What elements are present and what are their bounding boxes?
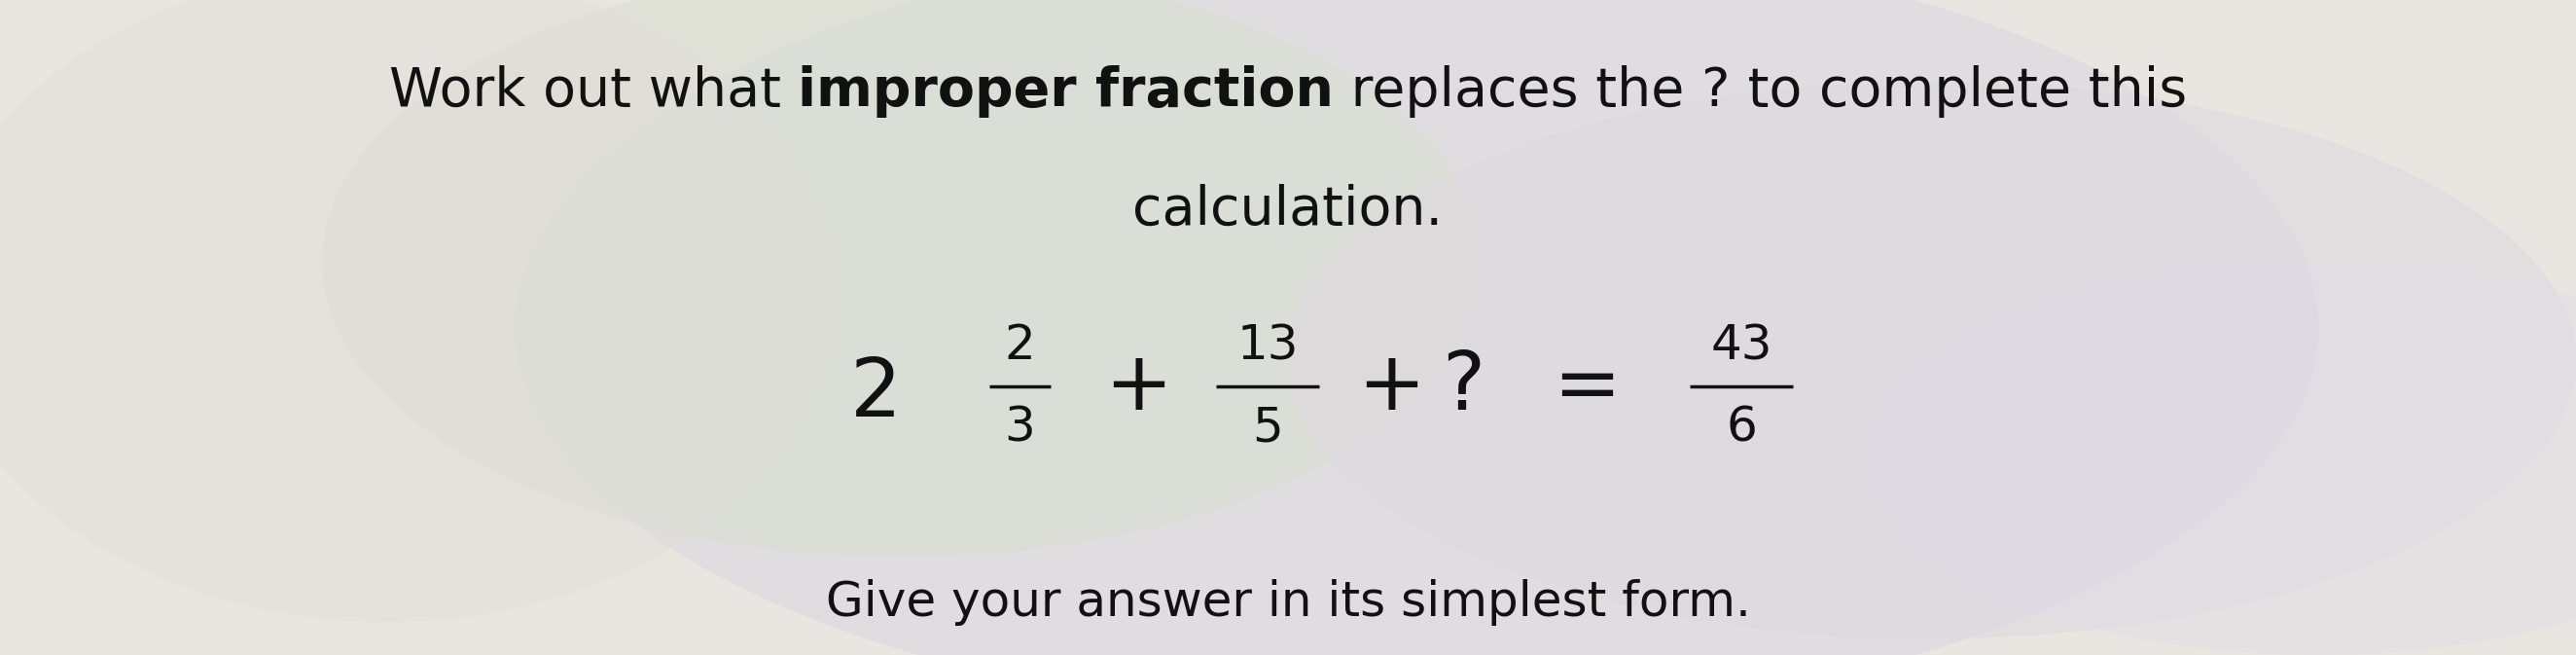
Text: to complete this: to complete this xyxy=(1731,66,2187,118)
Text: 2: 2 xyxy=(1005,322,1036,369)
Text: ?: ? xyxy=(1443,347,1484,426)
Ellipse shape xyxy=(0,0,837,622)
Text: 43: 43 xyxy=(1710,322,1772,369)
Text: 6: 6 xyxy=(1726,404,1757,451)
Text: Work out what: Work out what xyxy=(389,66,799,118)
Ellipse shape xyxy=(515,0,2318,655)
Text: +: + xyxy=(1358,347,1425,426)
Text: replaces the: replaces the xyxy=(1334,66,1703,118)
Text: improper fraction: improper fraction xyxy=(799,66,1334,118)
Ellipse shape xyxy=(1868,262,2576,655)
Text: 13: 13 xyxy=(1236,322,1298,369)
Text: 5: 5 xyxy=(1252,404,1283,451)
Ellipse shape xyxy=(1288,82,2576,639)
Text: 3: 3 xyxy=(1005,404,1036,451)
Text: =: = xyxy=(1553,347,1620,426)
Text: Give your answer in its simplest form.: Give your answer in its simplest form. xyxy=(824,579,1752,626)
Text: ?: ? xyxy=(1703,66,1731,118)
Ellipse shape xyxy=(322,0,1481,557)
Text: calculation.: calculation. xyxy=(1133,183,1443,236)
Text: +: + xyxy=(1105,347,1172,426)
Text: 2: 2 xyxy=(850,354,902,433)
